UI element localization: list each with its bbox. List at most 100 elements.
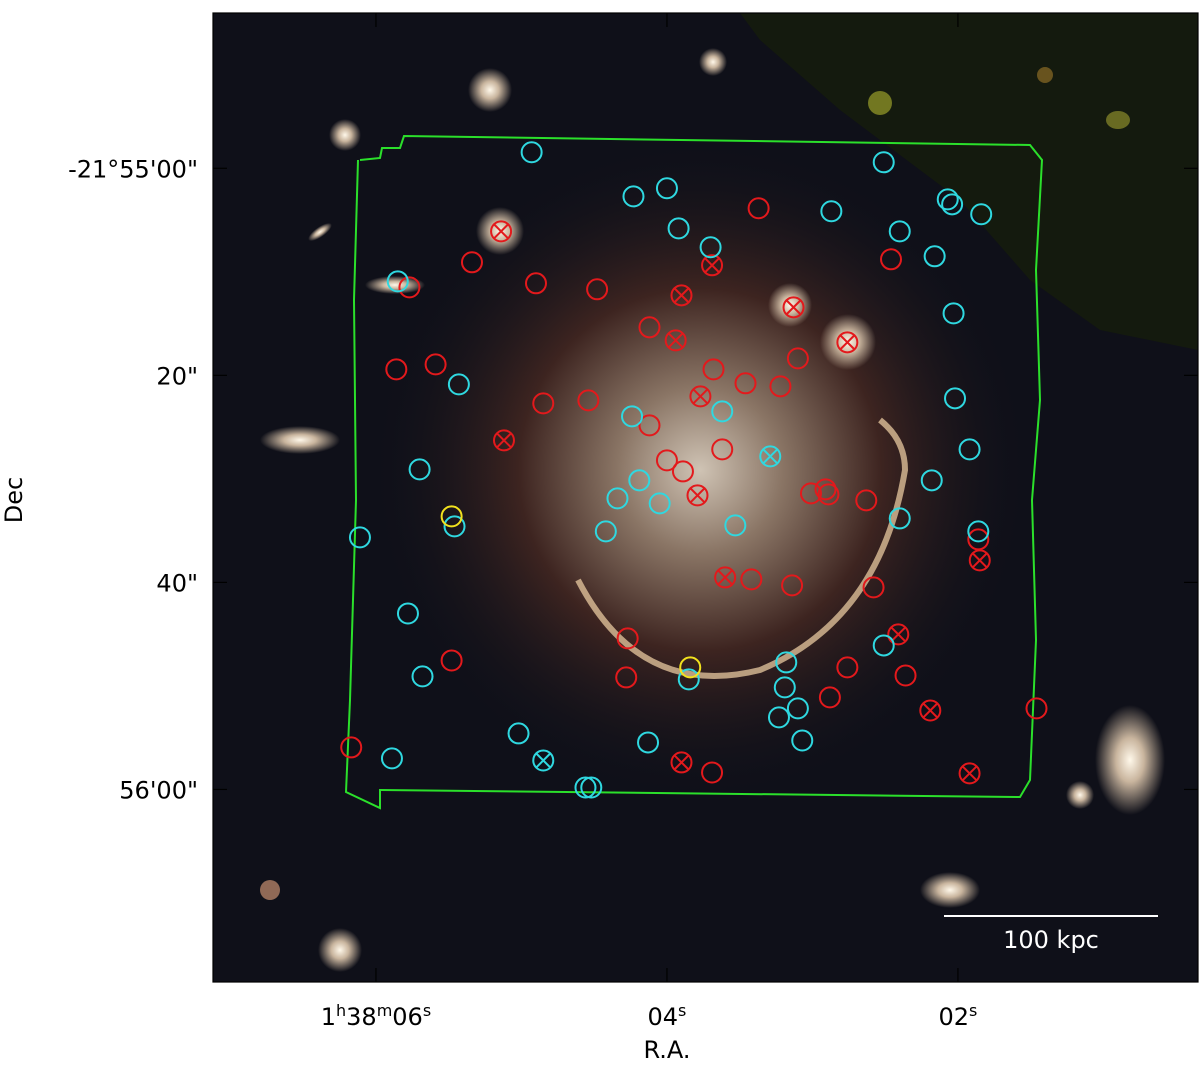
source-marker <box>711 400 734 423</box>
source-marker <box>767 706 790 729</box>
source-marker <box>888 220 911 243</box>
source-marker <box>968 549 991 572</box>
source-marker <box>862 576 885 599</box>
source-marker <box>408 458 431 481</box>
source-marker <box>670 751 693 774</box>
source-marker <box>440 505 463 528</box>
x-tick-label: 02s <box>938 1001 977 1032</box>
source-marker <box>747 197 770 220</box>
source-marker <box>628 469 651 492</box>
source-marker <box>818 686 841 709</box>
source-marker <box>702 358 725 381</box>
source-marker <box>686 484 709 507</box>
source-marker <box>944 387 967 410</box>
source-marker <box>664 329 687 352</box>
source-marker <box>340 736 363 759</box>
source-marker <box>970 203 993 226</box>
y-tick-label: 40" <box>156 569 198 597</box>
source-marker <box>769 375 792 398</box>
y-axis-label: Dec <box>0 477 28 523</box>
source-marker <box>880 248 903 271</box>
source-marker <box>786 697 809 720</box>
sky-image <box>213 13 1198 982</box>
source-marker <box>967 520 990 543</box>
source-marker <box>580 776 603 799</box>
source-marker <box>577 389 600 412</box>
source-marker <box>655 449 678 472</box>
source-marker <box>671 460 694 483</box>
source-marker <box>786 347 809 370</box>
source-marker <box>424 353 447 376</box>
source-marker <box>734 372 757 395</box>
source-marker <box>586 278 609 301</box>
source-marker <box>689 385 712 408</box>
x-tick-label: 04s <box>647 1001 686 1032</box>
source-marker <box>711 438 734 461</box>
source-marker <box>923 245 946 268</box>
source-marker <box>507 722 530 745</box>
source-marker <box>670 284 693 307</box>
plot-frame <box>212 12 1199 983</box>
source-marker <box>667 217 690 240</box>
source-marker <box>836 656 859 679</box>
source-marker <box>872 634 895 657</box>
source-marker <box>396 602 419 625</box>
source-marker <box>524 272 547 295</box>
source-marker <box>621 405 644 428</box>
source-marker <box>775 651 798 674</box>
source-marker <box>724 514 747 537</box>
y-tick-label: 56'00" <box>119 776 198 804</box>
scale-bar-label: 100 kpc <box>1003 926 1099 954</box>
source-marker <box>781 574 804 597</box>
source-marker <box>677 668 700 691</box>
source-marker <box>941 193 964 216</box>
source-marker <box>714 566 737 589</box>
source-marker <box>958 438 981 461</box>
source-marker <box>699 236 722 259</box>
source-marker <box>615 666 638 689</box>
source-marker <box>385 358 408 381</box>
source-marker <box>637 731 660 754</box>
y-tick-label: 20" <box>156 362 198 390</box>
source-marker <box>967 528 990 551</box>
y-tick-label: -21°55'00" <box>68 155 198 183</box>
source-marker <box>616 627 639 650</box>
source-marker <box>460 251 483 274</box>
source-marker <box>594 520 617 543</box>
source-marker <box>888 507 911 530</box>
source-marker <box>872 151 895 174</box>
source-marker <box>759 445 782 468</box>
source-marker <box>574 776 597 799</box>
source-marker <box>791 729 814 752</box>
source-marker <box>894 664 917 687</box>
source-marker <box>836 331 859 354</box>
source-marker <box>773 676 796 699</box>
source-marker <box>655 177 678 200</box>
source-marker <box>855 489 878 512</box>
source-marker <box>958 762 981 785</box>
source-marker <box>443 515 466 538</box>
source-marker <box>679 656 702 679</box>
source-marker <box>411 665 434 688</box>
source-marker <box>380 747 403 770</box>
source-marker <box>386 270 409 293</box>
source-marker <box>782 296 805 319</box>
source-marker <box>817 483 840 506</box>
source-marker <box>740 568 763 591</box>
source-marker <box>447 373 470 396</box>
source-marker <box>606 487 629 510</box>
source-marker <box>622 185 645 208</box>
source-marker <box>398 276 421 299</box>
x-axis-label: R.A. <box>643 1036 690 1064</box>
source-marker <box>532 749 555 772</box>
source-marker <box>532 392 555 415</box>
source-marker <box>490 220 513 243</box>
source-marker <box>638 414 661 437</box>
x-tick-label: 1h38m06s <box>321 1001 431 1032</box>
source-marker <box>648 492 671 515</box>
source-marker <box>348 526 371 549</box>
source-marker <box>1025 697 1048 720</box>
source-marker <box>520 141 543 164</box>
